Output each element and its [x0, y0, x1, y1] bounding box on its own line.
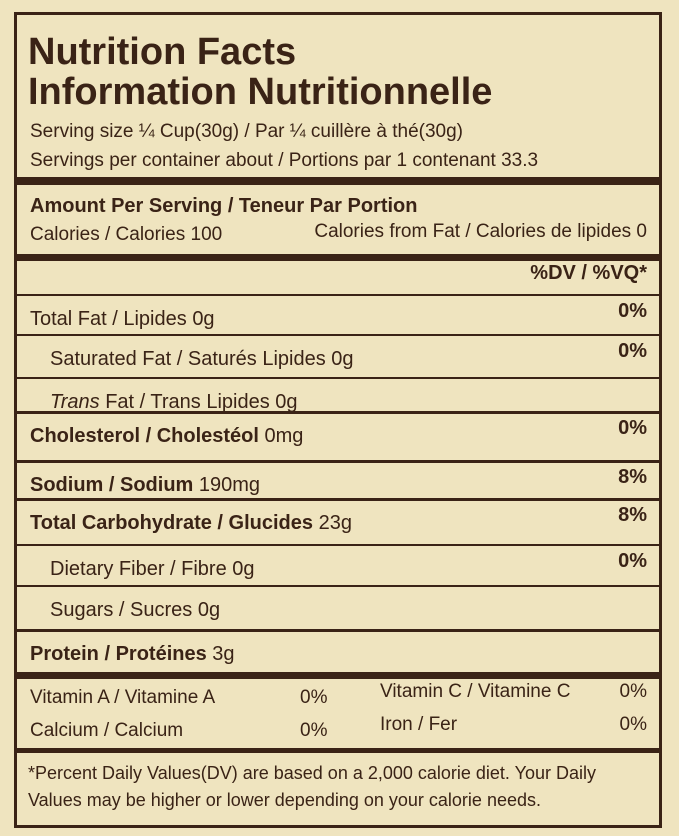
nutrient-name: Sodium / Sodium: [30, 474, 194, 496]
nutrient-row: Saturated Fat / Saturés Lipides 0g: [50, 348, 354, 371]
rule: [17, 544, 659, 546]
vitamin-name: Vitamin C / Vitamine C: [380, 681, 571, 702]
nutrient-amount: 3g: [212, 643, 235, 665]
nutrient-name: Total Carbohydrate / Glucides: [30, 512, 314, 534]
nutrient-dv: 8%: [618, 504, 647, 526]
nutrient-dv: 0%: [618, 300, 647, 322]
nutrient-dv: 0%: [618, 417, 647, 439]
nutrient-name: Sugars / Sucres: [50, 599, 193, 621]
rule: [17, 629, 659, 632]
vitamin-dv: 0%: [619, 681, 647, 702]
footnote: *Percent Daily Values(DV) are based on a…: [28, 763, 596, 810]
nutrient-name: Dietary Fiber / Fibre: [50, 558, 227, 580]
nutrient-amount: 0mg: [264, 425, 304, 447]
thick-rule: [17, 177, 659, 185]
nutrient-name: Fat / Trans Lipides: [99, 391, 270, 413]
nutrient-row: Sodium / Sodium 190mg: [30, 474, 260, 497]
serving-size: Serving size ¼ Cup(30g) / Par ¼ cuillère…: [30, 121, 463, 142]
vitamin-name: Iron / Fer: [380, 714, 458, 735]
nutrient-dv: 0%: [618, 550, 647, 572]
rule: [17, 498, 659, 501]
nutrient-name-italic: Trans: [50, 391, 100, 413]
nutrient-amount: 0g: [232, 558, 255, 580]
dv-heading: %DV / %VQ*: [530, 262, 647, 284]
rule: [17, 334, 659, 336]
nutrient-name: Total Fat / Lipides: [30, 308, 187, 330]
nutrient-row: Total Carbohydrate / Glucides 23g: [30, 512, 352, 535]
nutrient-name: Protein / Protéines: [30, 643, 207, 665]
nutrient-dv: 0%: [618, 340, 647, 362]
title-fr: Information Nutritionnelle: [28, 71, 493, 113]
label-border: [14, 12, 662, 828]
thick-rule: [17, 254, 659, 261]
servings-per-container: Servings per container about / Portions …: [30, 150, 539, 171]
rule: [17, 460, 659, 463]
nutrient-row: Sugars / Sucres 0g: [50, 599, 220, 622]
nutrient-amount: 0g: [275, 391, 298, 413]
nutrient-name: Saturated Fat / Saturés Lipides: [50, 348, 326, 370]
nutrient-amount: 0g: [331, 348, 354, 370]
nutrient-row: Cholesterol / Cholestéol 0mg: [30, 425, 303, 448]
rule: [17, 411, 659, 414]
amount-heading: Amount Per Serving / Teneur Par Portion: [30, 195, 418, 217]
nutrient-name: Cholesterol / Cholestéol: [30, 425, 259, 447]
vitamin-name: Calcium / Calcium: [30, 720, 184, 741]
vitamin-name: Vitamin A / Vitamine A: [30, 687, 216, 708]
rule: [17, 294, 659, 296]
nutrient-amount: 23g: [318, 512, 352, 534]
title: Nutrition Facts: [28, 31, 297, 73]
calories-fat: Calories from Fat / Calories de lipides …: [314, 221, 647, 242]
nutrient-row: Dietary Fiber / Fibre 0g: [50, 558, 255, 581]
thick-rule: [17, 748, 659, 753]
rule: [17, 585, 659, 587]
nutrient-amount: 0g: [197, 599, 221, 621]
calories: Calories / Calories 100: [30, 224, 223, 245]
nutrient-row: Protein / Protéines 3g: [30, 643, 235, 666]
rule: [17, 377, 659, 379]
vitamin-dv: 0%: [619, 714, 647, 735]
nutrient-row: Trans Fat / Trans Lipides 0g: [50, 391, 298, 414]
nutrient-dv: 8%: [618, 466, 647, 488]
vitamin-dv: 0%: [300, 687, 328, 708]
thick-rule: [17, 672, 659, 679]
nutrient-amount: 0g: [192, 308, 215, 330]
nutrient-row: Total Fat / Lipides 0g: [30, 308, 215, 331]
nutrient-amount: 190mg: [198, 474, 261, 496]
vitamin-dv: 0%: [300, 720, 328, 741]
